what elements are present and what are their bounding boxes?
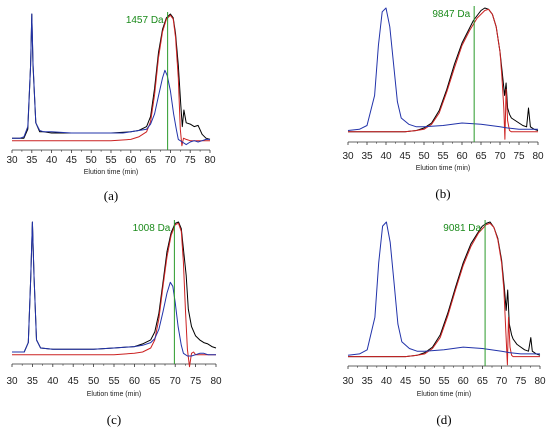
x-axis-title: Elution time (min) [416,165,470,172]
series-line-2 [12,222,216,368]
series-line-2 [348,222,540,366]
x-tick-label: 55 [105,155,117,166]
x-tick-label: 70 [165,155,177,166]
x-tick-label: 70 [494,151,506,162]
x-tick-label: 75 [190,376,202,387]
x-axis-title: Elution time (min) [84,169,138,176]
x-axis-title: Elution time (min) [87,391,141,398]
x-tick-label: 30 [342,151,354,162]
x-tick-label: 75 [185,155,197,166]
marker-label: 9847 Da [432,9,470,20]
panel-label: (b) [435,186,450,201]
x-tick-label: 35 [27,376,39,387]
x-tick-label: 65 [475,151,487,162]
x-tick-label: 55 [438,376,450,387]
marker-label: 1008 Da [133,223,171,234]
x-tick-label: 65 [477,376,489,387]
x-tick-label: 60 [125,155,137,166]
panel-label: (a) [104,188,118,203]
x-tick-label: 40 [46,155,58,166]
series-line-3 [347,221,540,356]
x-tick-label: 45 [400,376,412,387]
marker-label: 1457 Da [126,15,164,26]
x-tick-label: 50 [88,376,100,387]
x-tick-label: 45 [399,151,411,162]
series-line-3 [347,7,538,131]
x-tick-label: 60 [458,376,470,387]
x-tick-label: 50 [418,151,430,162]
panel-label: (c) [107,412,121,427]
series-line-3 [12,221,216,357]
x-tick-label: 80 [534,376,546,387]
x-tick-label: 30 [6,376,18,387]
x-tick-label: 35 [26,155,38,166]
x-tick-label: 70 [170,376,182,387]
chart-panel-3: 30 35 40 45 50 55 60 65 70 75 80 Elution time (min)… [6,220,222,427]
x-tick-label: 40 [381,376,393,387]
marker-label: 9081 Da [443,223,481,234]
x-tick-label: 55 [437,151,449,162]
x-tick-label: 60 [129,376,141,387]
series-line-3 [12,13,210,146]
x-tick-label: 65 [145,155,157,166]
x-tick-label: 50 [419,376,431,387]
series-line-1 [12,221,217,353]
x-tick-label: 75 [513,151,525,162]
x-tick-label: 80 [532,151,544,162]
chart-panel-1: 30 35 40 45 50 55 60 65 70 75 80 Elution time (min)… [6,12,216,203]
x-tick-label: 60 [456,151,468,162]
x-tick-label: 40 [47,376,59,387]
x-tick-label: 45 [66,155,78,166]
chart-panel-2: 30 35 40 45 50 55 60 65 70 75 80 Elution time (min)… [342,6,544,201]
x-tick-label: 35 [361,151,373,162]
x-tick-label: 75 [515,376,527,387]
x-tick-label: 40 [380,151,392,162]
chart-panel-4: 30 35 40 45 50 55 60 65 70 75 80 Elution time (min)… [342,220,546,427]
x-tick-label: 30 [6,155,18,166]
x-tick-label: 65 [149,376,161,387]
series-line-2 [348,8,538,140]
x-tick-label: 50 [86,155,98,166]
x-tick-label: 30 [342,376,354,387]
x-tick-label: 45 [68,376,80,387]
x-axis-title: Elution time (min) [417,391,471,398]
series-line-2 [12,14,210,147]
x-tick-label: 35 [362,376,374,387]
x-tick-label: 70 [496,376,508,387]
panel-label: (d) [436,412,451,427]
x-tick-label: 80 [210,376,222,387]
x-tick-label: 55 [108,376,120,387]
x-tick-label: 80 [204,155,216,166]
